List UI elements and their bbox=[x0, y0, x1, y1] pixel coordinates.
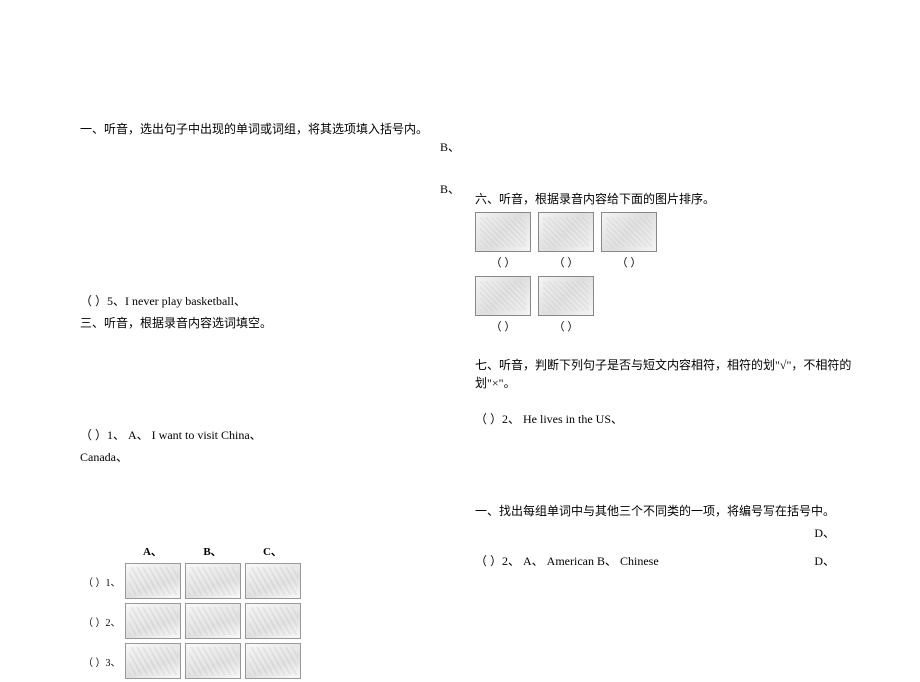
image-box bbox=[475, 212, 531, 252]
image-cell: （ ） bbox=[475, 276, 531, 334]
question-1-canada: Canada、 bbox=[80, 448, 460, 466]
picture-cell bbox=[125, 643, 181, 679]
row-label-2: （ ）2、 bbox=[82, 602, 122, 640]
blank-paren: （ ） bbox=[554, 257, 579, 269]
col-header-b: B、 bbox=[184, 542, 242, 560]
question-7-2: （ ）2、 He lives in the US、 bbox=[475, 410, 855, 428]
image-grid-row-2: （ ） （ ） bbox=[475, 276, 855, 334]
table-row: （ ）1、 bbox=[82, 562, 302, 600]
section-1-title: 一、听音，选出句子中出现的单词或词组，将其选项填入括号内。 bbox=[80, 120, 460, 138]
picture-cell bbox=[185, 563, 241, 599]
blank-paren: （ ） bbox=[491, 257, 516, 269]
image-box bbox=[538, 276, 594, 316]
image-cell: （ ） bbox=[538, 276, 594, 334]
table-row: （ ）3、 bbox=[82, 642, 302, 680]
picture-cell bbox=[245, 603, 301, 639]
option-b-1: B、 bbox=[440, 138, 460, 155]
question-1-option-a: （ ）1、 A、 I want to visit China、 bbox=[80, 426, 460, 444]
option-d-2: D、 bbox=[814, 552, 835, 569]
image-box bbox=[538, 212, 594, 252]
blank-paren: （ ） bbox=[617, 257, 642, 269]
picture-cell bbox=[185, 603, 241, 639]
picture-cell bbox=[125, 563, 181, 599]
blank-paren: （ ） bbox=[491, 321, 516, 333]
image-box bbox=[601, 212, 657, 252]
col-header-c: C、 bbox=[244, 542, 302, 560]
right-column: 六、听音，根据录音内容给下面的图片排序。 （ ） （ ） （ ） （ ） （ ） bbox=[475, 190, 855, 570]
section-6-title: 六、听音，根据录音内容给下面的图片排序。 bbox=[475, 190, 855, 208]
image-cell: （ ） bbox=[538, 212, 594, 270]
section-3-title: 三、听音，根据录音内容选词填空。 bbox=[80, 314, 460, 332]
section-yi-title: 一、找出每组单词中与其他三个不同类的一项，将编号写在括号中。 bbox=[475, 502, 855, 520]
section-7-title: 七、听音，判断下列句子是否与短文内容相符，相符的划"√"，不相符的划"×"。 bbox=[475, 356, 855, 392]
table-row: （ ）2、 bbox=[82, 602, 302, 640]
image-cell: （ ） bbox=[601, 212, 657, 270]
picture-cell bbox=[245, 643, 301, 679]
picture-cell bbox=[185, 643, 241, 679]
picture-cell bbox=[125, 603, 181, 639]
question-5: （ ）5、I never play basketball、 bbox=[80, 292, 460, 310]
blank-paren: （ ） bbox=[554, 321, 579, 333]
row-label-1: （ ）1、 bbox=[82, 562, 122, 600]
col-header-a: A、 bbox=[124, 542, 182, 560]
question-yi-2: （ ）2、 A、 American B、 Chinese bbox=[475, 554, 659, 568]
left-column: 一、听音，选出句子中出现的单词或词组，将其选项填入括号内。 B、 B、 （ ）5… bbox=[80, 120, 460, 682]
image-cell: （ ） bbox=[475, 212, 531, 270]
picture-cell bbox=[245, 563, 301, 599]
option-d-1: D、 bbox=[475, 524, 855, 542]
image-box bbox=[475, 276, 531, 316]
picture-table: A、 B、 C、 （ ）1、 （ ）2、 （ ）3、 bbox=[80, 540, 304, 682]
row-label-3: （ ）3、 bbox=[82, 642, 122, 680]
question-yi-2-row: （ ）2、 A、 American B、 Chinese D、 bbox=[475, 552, 855, 570]
image-grid-row-1: （ ） （ ） （ ） bbox=[475, 212, 855, 270]
option-b-2: B、 bbox=[440, 180, 460, 197]
